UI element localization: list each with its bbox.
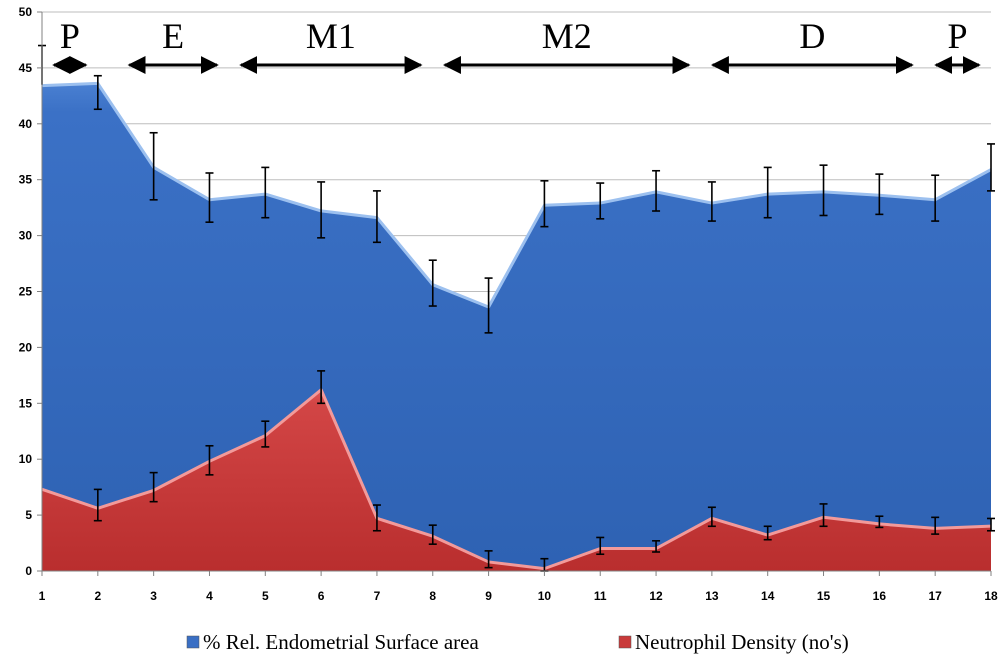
error-bar xyxy=(763,525,772,541)
phase-label: M1 xyxy=(306,16,356,56)
error-bar xyxy=(317,370,326,405)
y-tick-label: 45 xyxy=(19,61,33,75)
legend-swatch xyxy=(618,635,632,649)
error-bar xyxy=(596,182,605,220)
error-bar xyxy=(149,471,158,503)
x-tick-label: 3 xyxy=(150,589,157,603)
error-bar xyxy=(205,172,214,223)
plot-areas xyxy=(41,81,992,572)
error-bar xyxy=(596,536,605,556)
x-tick-label: 9 xyxy=(485,589,492,603)
y-tick-label: 25 xyxy=(19,285,33,299)
x-tick-label: 6 xyxy=(318,589,325,603)
error-bar xyxy=(93,488,102,522)
error-bar xyxy=(149,131,158,201)
x-tick-label: 17 xyxy=(928,589,942,603)
error-bar xyxy=(987,143,995,192)
y-tick-label: 30 xyxy=(19,229,33,243)
error-bars xyxy=(38,44,995,572)
error-bar xyxy=(484,277,493,334)
phase-label: P xyxy=(60,16,80,56)
error-bar xyxy=(93,74,102,111)
error-bar xyxy=(819,503,828,528)
error-bar xyxy=(317,181,326,239)
y-tick-label: 20 xyxy=(19,340,33,354)
error-bar xyxy=(540,180,549,228)
y-tick-label: 50 xyxy=(19,5,33,19)
error-bar xyxy=(819,164,828,217)
phase-d-4: D xyxy=(710,16,914,74)
error-bar xyxy=(707,506,716,528)
error-bar xyxy=(875,515,884,529)
x-tick-label: 15 xyxy=(817,589,831,603)
error-bar xyxy=(652,169,661,212)
x-tick-label: 2 xyxy=(94,589,101,603)
series-line-0 xyxy=(41,81,992,309)
phase-m2-3: M2 xyxy=(442,16,691,74)
series-line-1 xyxy=(41,388,992,571)
legend-label: Neutrophil Density (no's) xyxy=(635,630,849,654)
phase-label: P xyxy=(947,16,967,56)
x-tick-label: 13 xyxy=(705,589,719,603)
legend-swatch xyxy=(186,635,200,649)
phase-label: D xyxy=(799,16,825,56)
legend: % Rel. Endometrial Surface area Neutrophi… xyxy=(186,630,849,654)
phase-e-1: E xyxy=(127,16,219,74)
error-bar xyxy=(931,174,940,222)
x-tick-label: 1 xyxy=(39,589,46,603)
y-tick-label: 10 xyxy=(19,452,33,466)
error-bar xyxy=(652,540,661,553)
error-bar xyxy=(372,504,381,532)
x-tick-label: 10 xyxy=(538,589,552,603)
x-tick-label: 7 xyxy=(374,589,381,603)
error-bar xyxy=(931,516,940,535)
legend-label: % Rel. Endometrial Surface area xyxy=(203,630,479,654)
error-bar xyxy=(763,166,772,219)
phase-label: M2 xyxy=(542,16,592,56)
x-tick-label: 8 xyxy=(429,589,436,603)
y-tick-label: 5 xyxy=(25,508,32,522)
phase-m1-2: M1 xyxy=(239,16,423,74)
phase-p-0: P xyxy=(52,16,88,74)
error-bar xyxy=(261,166,270,219)
phase-annotations: P E M1 M2 D P xyxy=(52,16,981,74)
error-bar xyxy=(484,550,493,569)
error-bar xyxy=(261,420,270,448)
x-tick-label: 16 xyxy=(873,589,887,603)
x-tick-label: 14 xyxy=(761,589,775,603)
error-bar xyxy=(428,259,437,307)
y-tick-label: 0 xyxy=(25,564,32,578)
phase-p-5: P xyxy=(934,16,981,74)
x-tick-label: 18 xyxy=(984,589,998,603)
y-tick-label: 15 xyxy=(19,396,33,410)
x-tick-label: 11 xyxy=(594,589,607,603)
y-tick-label: 35 xyxy=(19,173,33,187)
legend-item-1: Neutrophil Density (no's) xyxy=(618,630,849,654)
x-tick-label: 4 xyxy=(206,589,213,603)
error-bar xyxy=(987,517,995,532)
error-bar xyxy=(707,181,716,222)
x-tick-label: 5 xyxy=(262,589,269,603)
series-area-1 xyxy=(42,388,991,571)
phase-label: E xyxy=(162,16,184,56)
x-tick-label: 12 xyxy=(649,589,663,603)
y-tick-label: 40 xyxy=(19,117,33,131)
error-bar xyxy=(875,173,884,216)
error-bar xyxy=(372,190,381,244)
error-bar xyxy=(428,524,437,545)
error-bar xyxy=(205,444,214,476)
legend-item-0: % Rel. Endometrial Surface area xyxy=(186,630,479,654)
